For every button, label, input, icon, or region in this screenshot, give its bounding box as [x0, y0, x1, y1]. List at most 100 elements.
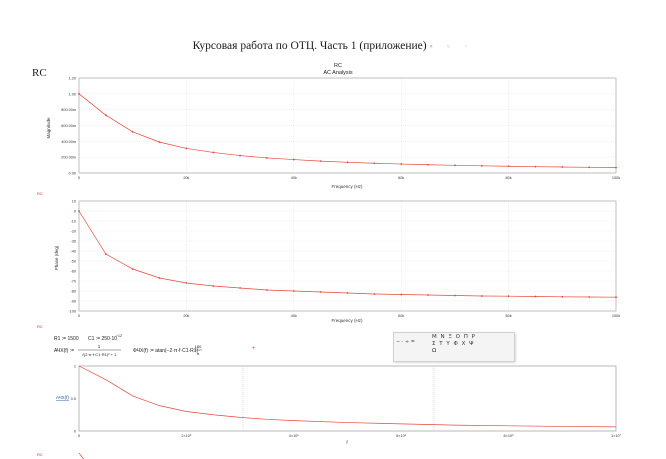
phase-yticks: 10 0 -10 -20 -30 -40 -50 -60 -70 -80 -90 -100: [68, 200, 76, 314]
phase-data-point: [104, 253, 107, 255]
phase-data-point: [454, 294, 456, 297]
achh-ylabel: АЧХ(f): [56, 395, 69, 400]
phase-xtick-label: 20k: [183, 314, 189, 318]
magnitude-ytick-label: 200.00m: [61, 156, 76, 160]
insertion-cursor[interactable]: +: [252, 346, 256, 352]
magnitude-data-point: [78, 92, 80, 95]
greek-row-3: Ω: [432, 348, 512, 355]
magnitude-data-point: [427, 163, 429, 166]
phase-data-point: [239, 287, 242, 289]
phase-data-point: [212, 285, 215, 287]
phase-data-point: [158, 277, 161, 279]
phase-xtick-label: 60k: [398, 314, 404, 318]
greek-xi-button[interactable]: Ξ: [448, 334, 452, 340]
magnitude-ytick-label: 800.00m: [61, 108, 76, 112]
magnitude-grid: [78, 77, 617, 174]
achh-xtick-label: 8×10⁶: [504, 434, 515, 438]
magnitude-data-point: [131, 130, 134, 133]
achh-definition-lhs[interactable]: АЧХ(f) :=: [54, 348, 74, 354]
operator-equals-button[interactable]: =: [410, 339, 415, 345]
phase-series-line: [78, 210, 617, 298]
magnitude-xtick-label: 40k: [291, 176, 297, 180]
phase-ytick-label: -10: [71, 220, 77, 224]
faded-text: ▪ ▫ ·: [429, 41, 474, 51]
magnitude-plot: RC AC Analysis 0.00 200.00m 400.00m 600.00m…: [37, 63, 620, 196]
magnitude-data-point: [266, 157, 268, 159]
phase-ytick-label: -70: [71, 280, 77, 284]
achh-denominator: √(2·π·f·C1·R1)² + 1: [82, 352, 117, 357]
phase-data-point: [373, 293, 376, 295]
magnitude-ytick-label: 1.00: [69, 92, 76, 96]
greek-row-2: Σ Τ Υ Φ Χ Ψ: [432, 341, 512, 348]
achh-xtick-label: 0: [78, 434, 80, 438]
phase-data-point: [266, 289, 268, 291]
magnitude-series-points: [78, 92, 617, 169]
magnitude-data-point: [319, 160, 322, 163]
phase-xlabel: Frequency (Hz): [331, 318, 363, 323]
magnitude-data-point: [454, 164, 456, 167]
operator-minus-button[interactable]: −: [396, 339, 401, 345]
phase-ytick-label: -80: [71, 290, 77, 294]
magnitude-data-point: [507, 165, 510, 168]
achh-ytick-label: 0: [74, 430, 76, 434]
phase-series-points: [78, 210, 617, 299]
phase-data-point: [615, 296, 617, 299]
phase-plot-frame: [78, 200, 617, 312]
greek-phi-button[interactable]: Φ: [453, 341, 458, 347]
phase-ytick-label: -40: [71, 250, 77, 254]
document-title-text: Курсовая работа по ОТЦ. Часть 1 (приложе…: [192, 40, 427, 52]
magnitude-data-point: [104, 114, 107, 117]
symbol-toolbar[interactable]: − · ÷ = Μ Ν Ξ Ο Π Ρ Σ Τ Υ Φ Χ Ψ Ω: [393, 332, 515, 362]
achh-xlabel: f: [346, 440, 348, 445]
achh-xtick-label: 4×10⁶: [289, 434, 300, 438]
document-title: Курсовая работа по ОТЦ. Часть 1 (приложе…: [0, 40, 666, 52]
r1-definition[interactable]: R1 := 1500: [54, 336, 79, 342]
greek-chi-button[interactable]: Χ: [461, 341, 466, 347]
phase-ytick-label: -20: [71, 230, 77, 234]
greek-pi-button[interactable]: Π: [463, 334, 468, 340]
operator-divide-button[interactable]: ÷: [404, 339, 410, 345]
phase-ytick-label: 10: [72, 200, 76, 204]
greek-tau-button[interactable]: Τ: [439, 341, 443, 347]
achh-xtick-label: 2×10⁶: [181, 434, 192, 438]
magnitude-xtick-label: 80k: [506, 176, 512, 180]
greek-rho-button[interactable]: Ρ: [471, 334, 475, 340]
greek-upsilon-button[interactable]: Υ: [446, 341, 450, 347]
phase-xtick-label: 80k: [506, 314, 512, 318]
phase-ytick-label: -100: [68, 310, 76, 314]
magnitude-data-point: [480, 164, 483, 167]
magnitude-data-point: [373, 162, 376, 165]
mathcad-marker: RC: [37, 452, 43, 457]
fchh-definition[interactable]: ФЧХ(f) := atan(−2·π·f·C1·R1)·: [133, 348, 200, 354]
greek-omega-button[interactable]: Ω: [432, 348, 437, 354]
greek-psi-button[interactable]: Ψ: [469, 341, 474, 347]
phase-data-point: [427, 294, 429, 296]
phase-marker: RC: [37, 324, 43, 329]
greek-sigma-button[interactable]: Σ: [432, 341, 436, 347]
phase-data-point: [480, 295, 483, 297]
phase-data-point: [507, 295, 510, 298]
phase-grid: [78, 200, 617, 312]
greek-mu-button[interactable]: Μ: [432, 334, 437, 340]
phase-xticks: 0 20k 40k 60k 80k 100k: [78, 314, 620, 318]
achh-numerator: 1: [98, 344, 101, 349]
greek-nu-button[interactable]: Ν: [440, 334, 445, 340]
phase-data-point: [78, 210, 80, 212]
fchh-frac-numerator: 180: [195, 344, 202, 349]
side-label: RC: [32, 67, 47, 79]
achh-plot-frame[interactable]: [78, 365, 617, 432]
achh-xtick-label: 1×10⁷: [611, 434, 622, 438]
c1-definition[interactable]: C1 := 250·10: [88, 336, 117, 342]
magnitude-ytick-label: 0.00: [69, 172, 76, 176]
magnitude-data-point: [400, 163, 403, 165]
operator-dot-button[interactable]: ·: [401, 339, 404, 345]
greek-palette: Μ Ν Ξ Ο Π Ρ Σ Τ Υ Φ Χ Ψ Ω: [432, 334, 512, 355]
greek-omicron-button[interactable]: Ο: [455, 334, 460, 340]
magnitude-xtick-label: 20k: [183, 176, 189, 180]
magnitude-data-point: [561, 166, 564, 168]
achh-ytick-label: 1: [74, 365, 76, 369]
magnitude-data-point: [615, 166, 617, 169]
phase-ytick-label: 0: [74, 210, 76, 214]
magnitude-ytick-label: 400.00m: [61, 140, 76, 144]
phase-data-point: [588, 296, 591, 298]
